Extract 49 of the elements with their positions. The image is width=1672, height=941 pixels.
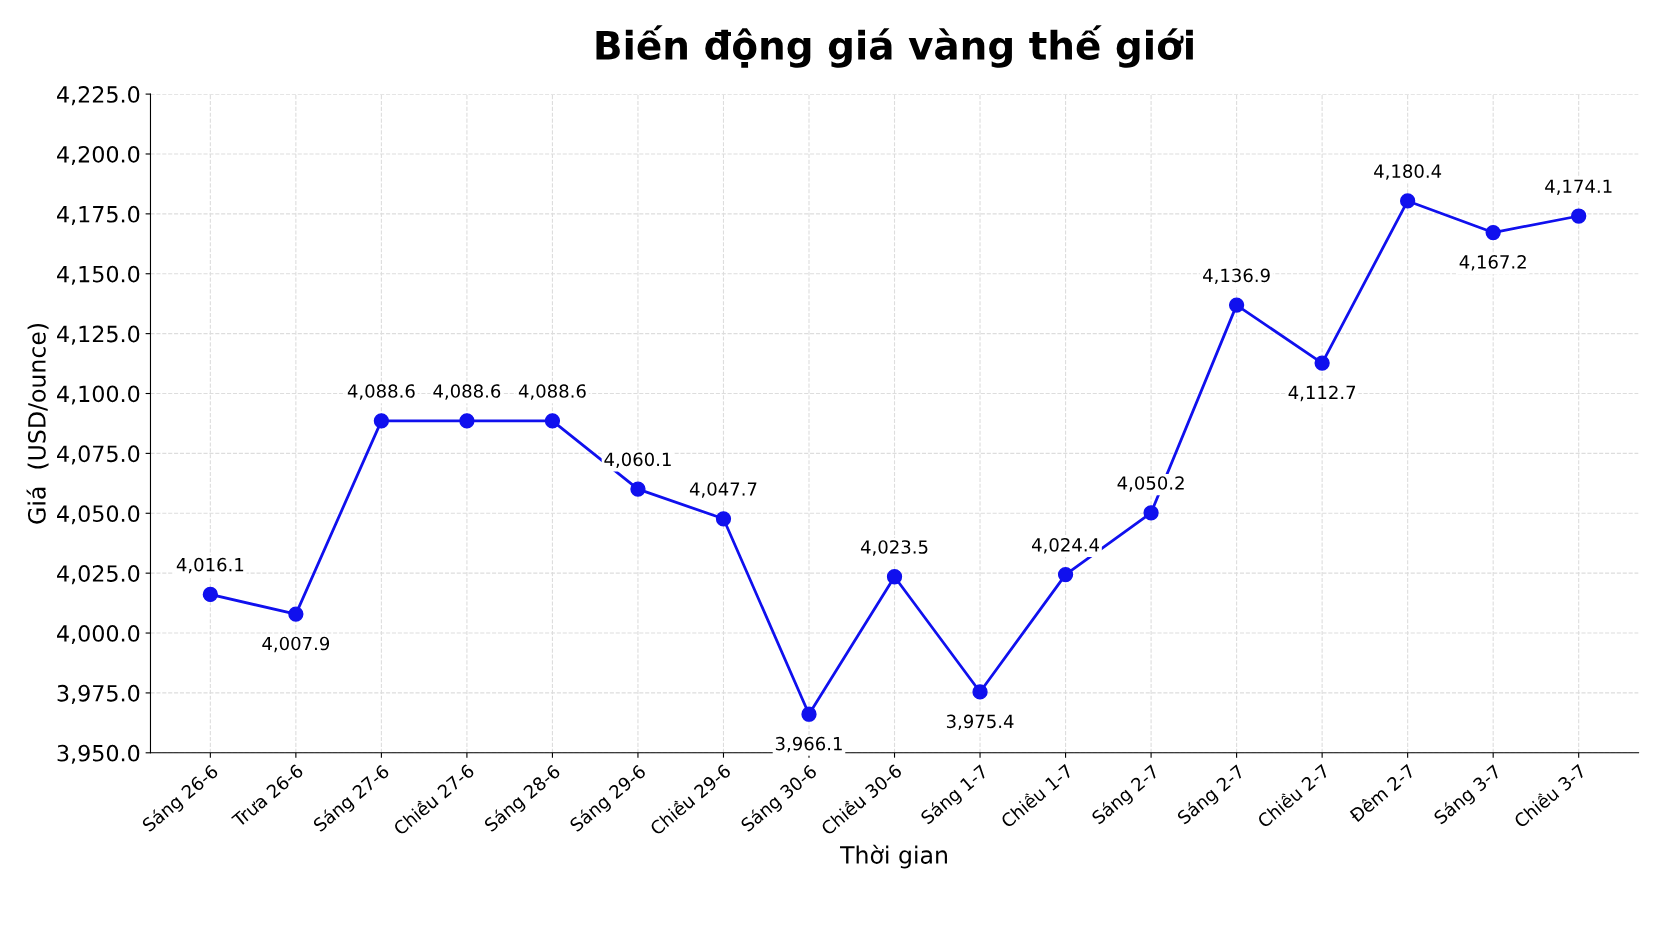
y-tick-label: 4,225.0: [57, 86, 140, 106]
y-tick-label: 4,000.0: [57, 624, 140, 645]
y-tick-label: 3,950.0: [57, 744, 140, 764]
data-label: 4,007.9: [262, 636, 330, 653]
data-label: 4,060.1: [604, 452, 671, 468]
point: [630, 481, 646, 497]
y-tick-label: 4,150.0: [57, 265, 140, 285]
data-label: 4,174.1: [1545, 179, 1612, 195]
y-tick-label: 4,125.0: [57, 325, 140, 345]
y-axis-title: Giá (USD/ounce): [26, 323, 49, 524]
point: [1143, 505, 1159, 521]
data-label: 4,047.7: [689, 482, 757, 498]
data-label: 4,016.1: [176, 557, 244, 574]
point: [886, 569, 903, 585]
y-tick-label: 4,175.0: [57, 205, 140, 225]
data-label: 3,975.4: [946, 714, 1014, 730]
data-label: 4,112.7: [1288, 385, 1356, 402]
x-axis-title: Thời gian: [840, 844, 947, 869]
y-tick-label: 4,200.0: [57, 145, 140, 166]
point: [715, 511, 732, 527]
point: [1057, 566, 1074, 583]
data-label: 4,023.5: [860, 540, 928, 556]
data-label: 4,024.4: [1031, 537, 1100, 554]
y-tick-label: 4,050.0: [57, 505, 140, 525]
y-tick-label: 4,075.0: [57, 445, 140, 465]
data-label: 3,966.1: [775, 736, 842, 753]
point: [1400, 193, 1416, 209]
y-tick-label: 3,975.0: [57, 684, 140, 704]
data-label: 4,167.2: [1459, 255, 1526, 271]
point: [1485, 224, 1501, 241]
data-label: 4,180.4: [1374, 164, 1442, 180]
point: [459, 413, 475, 429]
data-label: 4,136.9: [1203, 268, 1270, 285]
point: [544, 413, 561, 429]
point: [801, 706, 817, 722]
data-label: 4,088.6: [347, 384, 415, 400]
y-tick-label: 4,100.0: [57, 385, 140, 405]
point: [373, 413, 390, 429]
point: [972, 684, 988, 700]
point: [1314, 355, 1330, 371]
point: [1228, 297, 1245, 313]
data-label: 4,088.6: [518, 384, 586, 400]
point: [202, 586, 218, 603]
data-label: 4,088.6: [433, 384, 501, 400]
point: [1571, 208, 1587, 224]
y-tick-label: 4,025.0: [57, 565, 140, 585]
point: [288, 606, 304, 622]
chart-title: Biến động giá vàng thế giới: [596, 25, 1193, 68]
data-label: 4,050.2: [1117, 476, 1184, 492]
